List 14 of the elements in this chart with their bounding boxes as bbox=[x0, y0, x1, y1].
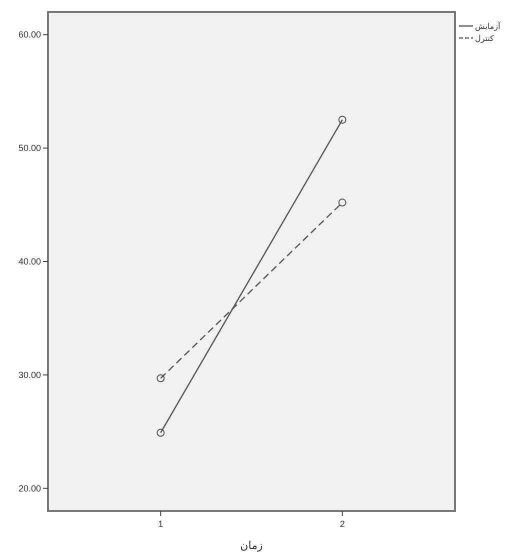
x-axis-title: زمان bbox=[240, 540, 263, 552]
y-tick-label: 50.00 bbox=[18, 143, 41, 154]
legend-label: کنترل bbox=[475, 34, 494, 43]
y-tick-label: 20.00 bbox=[18, 483, 41, 494]
y-tick-label: 30.00 bbox=[18, 370, 41, 380]
x-tick-label: 2 bbox=[340, 519, 345, 529]
point bbox=[338, 198, 346, 207]
point bbox=[156, 374, 165, 382]
x-tick-label: 1 bbox=[158, 519, 164, 529]
point bbox=[338, 116, 346, 124]
y-tick-label: 40.00 bbox=[18, 256, 41, 266]
legend-label: آزمایش bbox=[475, 21, 502, 31]
point bbox=[156, 428, 165, 437]
y-tick-label: 60.00 bbox=[18, 30, 41, 40]
